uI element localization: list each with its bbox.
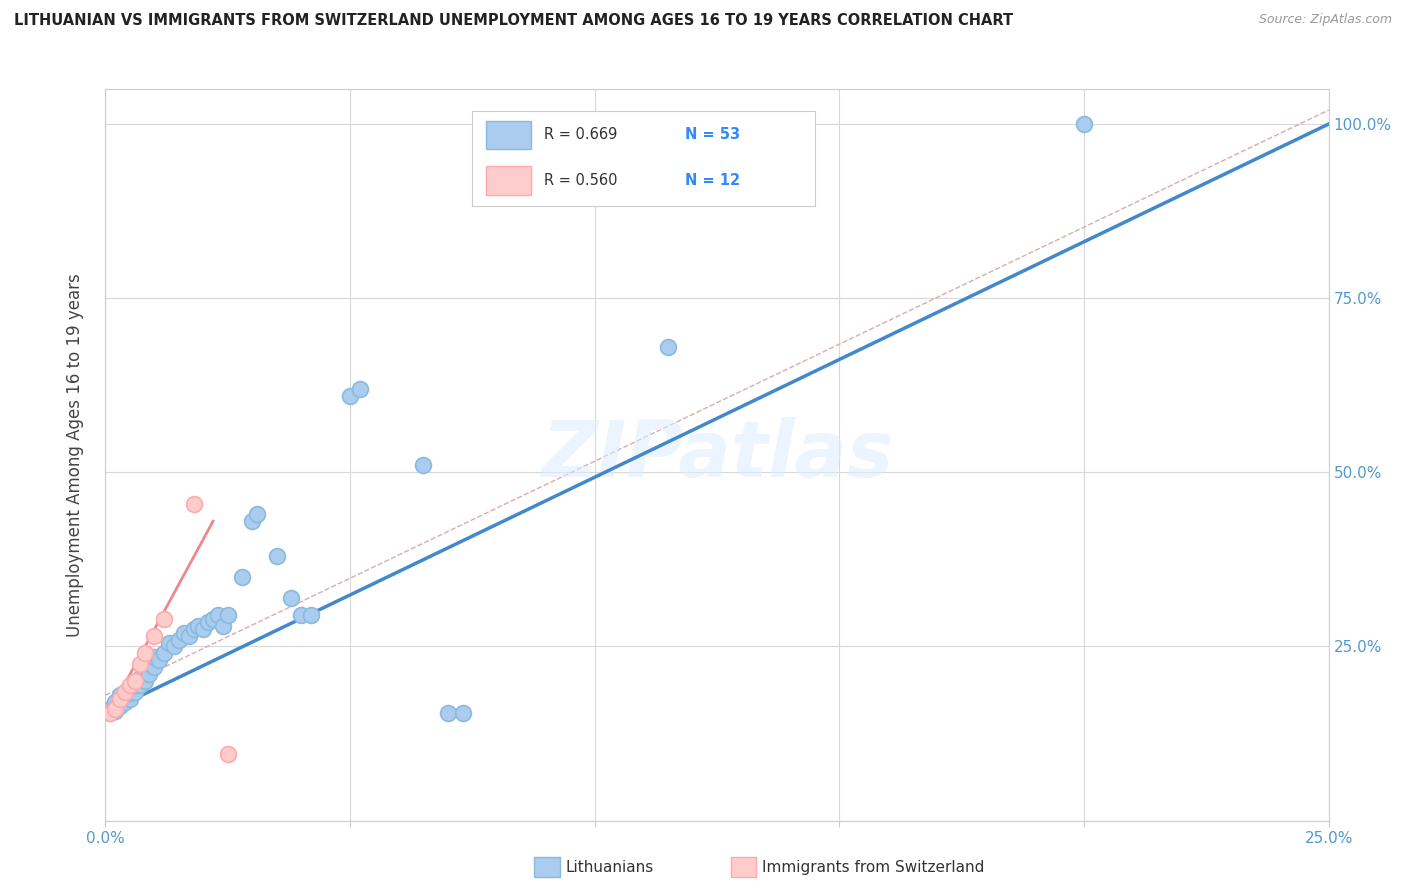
Point — [143, 629, 166, 643]
Point — [118, 686, 141, 700]
Point — [108, 694, 131, 708]
Point — [124, 685, 146, 699]
Point — [231, 570, 253, 584]
Point — [98, 702, 121, 716]
Text: Lithuanians: Lithuanians — [565, 860, 654, 874]
Point — [143, 649, 166, 664]
Point — [118, 691, 141, 706]
Point — [349, 382, 371, 396]
Point — [108, 688, 131, 702]
Point — [134, 664, 156, 678]
Point — [104, 704, 127, 718]
Point — [108, 691, 131, 706]
Point — [153, 647, 176, 661]
Point — [98, 706, 121, 720]
Point — [128, 678, 150, 692]
Text: Immigrants from Switzerland: Immigrants from Switzerland — [762, 860, 984, 874]
Text: LITHUANIAN VS IMMIGRANTS FROM SWITZERLAND UNEMPLOYMENT AMONG AGES 16 TO 19 YEARS: LITHUANIAN VS IMMIGRANTS FROM SWITZERLAN… — [14, 13, 1014, 29]
Y-axis label: Unemployment Among Ages 16 to 19 years: Unemployment Among Ages 16 to 19 years — [66, 273, 84, 637]
Point — [153, 612, 176, 626]
Point — [217, 747, 239, 762]
Point — [183, 622, 205, 636]
Point — [118, 678, 141, 692]
Point — [299, 608, 322, 623]
Point — [104, 700, 127, 714]
Point — [157, 636, 180, 650]
Point — [167, 632, 190, 647]
Point — [128, 671, 150, 685]
Point — [124, 674, 146, 689]
Point — [118, 680, 141, 694]
Point — [114, 690, 136, 704]
Point — [339, 389, 361, 403]
Point — [108, 698, 131, 713]
Point — [98, 706, 121, 720]
Point — [266, 549, 288, 563]
Point — [134, 647, 156, 661]
Point — [187, 618, 209, 632]
Point — [143, 660, 166, 674]
Point — [217, 608, 239, 623]
Point — [114, 685, 136, 699]
Point — [134, 674, 156, 689]
Point — [207, 608, 229, 623]
Point — [138, 667, 160, 681]
Point — [173, 625, 195, 640]
Text: Source: ZipAtlas.com: Source: ZipAtlas.com — [1258, 13, 1392, 27]
Point — [212, 618, 235, 632]
Point — [657, 340, 679, 354]
Point — [437, 706, 460, 720]
Point — [193, 622, 215, 636]
Point — [197, 615, 219, 629]
Point — [114, 685, 136, 699]
Point — [177, 629, 200, 643]
Point — [104, 702, 127, 716]
Text: ZIPatlas: ZIPatlas — [541, 417, 893, 493]
Point — [246, 507, 269, 521]
Point — [280, 591, 302, 605]
Point — [240, 514, 263, 528]
Point — [183, 497, 205, 511]
Point — [1073, 117, 1095, 131]
Point — [163, 640, 186, 654]
Point — [148, 653, 170, 667]
Point — [202, 612, 225, 626]
Point — [114, 695, 136, 709]
Point — [124, 678, 146, 692]
Point — [138, 657, 160, 671]
Point — [412, 458, 434, 473]
Point — [128, 657, 150, 671]
Point — [104, 695, 127, 709]
Point — [451, 706, 474, 720]
Point — [290, 608, 312, 623]
